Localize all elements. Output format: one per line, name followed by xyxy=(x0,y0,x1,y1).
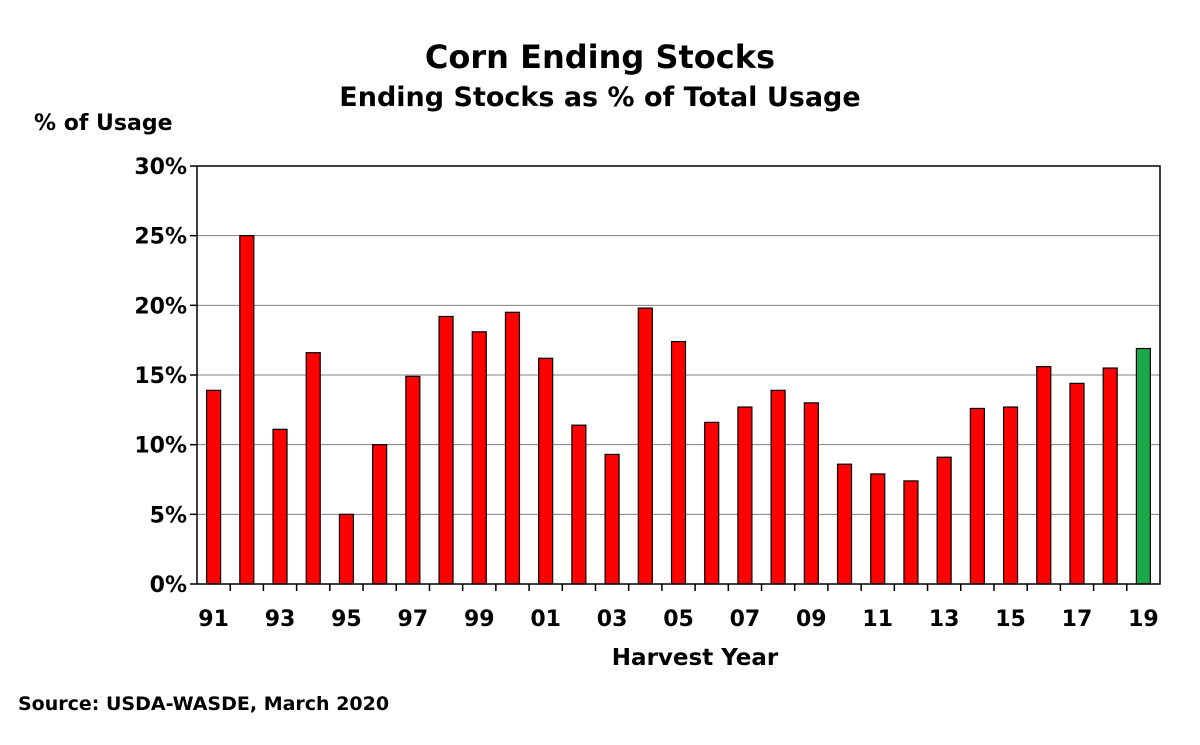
bar-91 xyxy=(207,390,221,584)
x-tick-label: 07 xyxy=(730,607,761,632)
bar-16 xyxy=(1037,367,1051,584)
bar-99 xyxy=(472,332,486,584)
bar-07 xyxy=(738,407,752,584)
bar-02 xyxy=(572,425,586,584)
bar-00 xyxy=(505,312,519,584)
x-tick-label: 01 xyxy=(530,607,561,632)
bar-04 xyxy=(638,308,652,584)
bar-12 xyxy=(904,481,918,584)
bar-03 xyxy=(605,454,619,584)
bar-08 xyxy=(771,390,785,584)
x-tick-label: 11 xyxy=(862,607,893,632)
y-tick-label: 30% xyxy=(134,155,187,180)
x-tick-label: 05 xyxy=(663,607,694,632)
bar-15 xyxy=(1004,407,1018,584)
bar-19 xyxy=(1136,349,1150,584)
bar-94 xyxy=(306,353,320,584)
bar-09 xyxy=(804,403,818,584)
y-tick-label: 15% xyxy=(134,364,187,389)
bar-11 xyxy=(871,474,885,584)
bar-01 xyxy=(539,358,553,584)
bar-17 xyxy=(1070,383,1084,584)
x-tick-label: 13 xyxy=(929,607,960,632)
bar-13 xyxy=(937,457,951,584)
bar-95 xyxy=(339,514,353,584)
x-tick-label: 17 xyxy=(1062,607,1093,632)
y-tick-label: 5% xyxy=(150,503,187,528)
x-tick-label: 91 xyxy=(198,607,229,632)
source-note: Source: USDA-WASDE, March 2020 xyxy=(18,693,389,715)
x-tick-label: 09 xyxy=(796,607,827,632)
x-axis-label: Harvest Year xyxy=(0,645,1200,671)
bar-98 xyxy=(439,316,453,584)
x-tick-label: 95 xyxy=(331,607,362,632)
bar-92 xyxy=(240,236,254,584)
y-tick-label: 25% xyxy=(134,225,187,250)
x-tick-label: 15 xyxy=(995,607,1026,632)
y-tick-label: 10% xyxy=(134,434,187,459)
x-tick-label: 97 xyxy=(398,607,429,632)
bar-97 xyxy=(406,376,420,584)
bar-10 xyxy=(838,464,852,584)
x-tick-label: 03 xyxy=(597,607,628,632)
bar-06 xyxy=(705,422,719,584)
bar-14 xyxy=(970,408,984,584)
bar-18 xyxy=(1103,368,1117,584)
bar-96 xyxy=(373,445,387,584)
y-tick-label: 20% xyxy=(134,294,187,319)
bar-05 xyxy=(672,342,686,584)
bar-93 xyxy=(273,429,287,584)
x-tick-label: 99 xyxy=(464,607,495,632)
y-tick-label: 0% xyxy=(150,573,187,598)
x-tick-label: 93 xyxy=(265,607,296,632)
x-tick-label: 19 xyxy=(1128,607,1159,632)
